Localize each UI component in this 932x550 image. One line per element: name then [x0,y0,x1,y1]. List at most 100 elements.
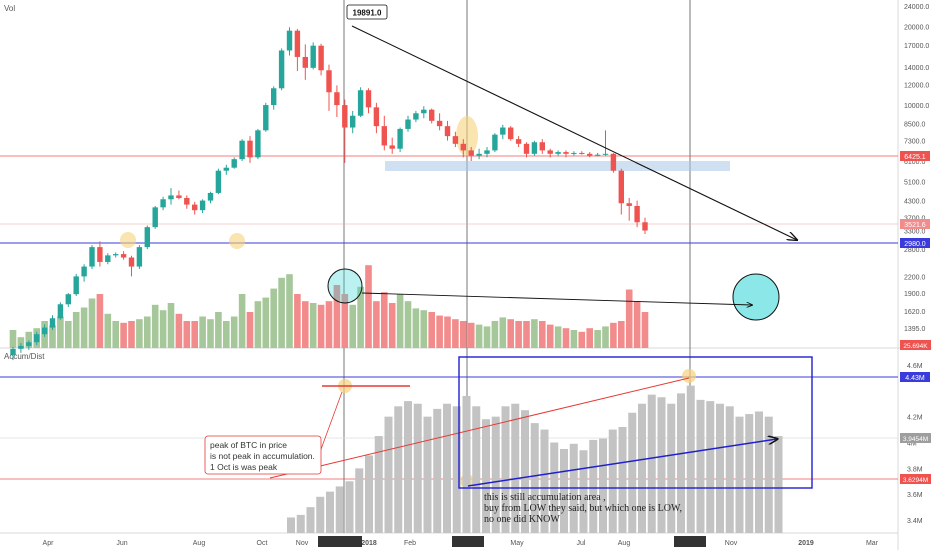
candle-body [41,327,48,335]
accum-dist-bar [452,406,461,533]
ad-tick-label: 3.6M [907,492,923,499]
candle-body [192,204,198,211]
candle [492,133,498,153]
price-tick-label: 1900.0 [904,291,926,298]
candle [610,152,617,173]
candle-body [26,342,32,346]
time-tick-label: Nov [725,540,738,547]
volume-bar [80,307,88,348]
price-tick-label: 5100.0 [904,179,926,186]
accum-dist-bar [306,507,315,533]
candle [176,190,182,200]
candle [144,225,150,250]
candle-body [302,56,308,68]
candle [515,136,522,148]
price-tick-label: 4300.0 [904,199,926,206]
candle-body [18,345,24,349]
volume-compare-arrow [361,292,752,305]
accum-dist-bar [287,517,295,533]
tag-current-text: 3521.6 [904,222,926,229]
candle-body [405,119,411,129]
volume-bar [72,312,80,348]
price-tick-label: 3300.0 [904,229,926,236]
volume-bar [286,274,293,348]
candle [302,44,308,80]
candle-body [579,152,585,154]
candle [34,331,40,345]
candle-body [49,318,56,328]
candle [247,136,253,163]
price-tick-label: 7300.0 [904,139,926,146]
candle-body [57,304,64,319]
candle [160,196,166,211]
volume-bar [373,301,380,348]
candle [500,124,506,140]
candle-body [223,167,229,171]
time-tick-label: Oct [257,540,268,547]
peak-note-line-2: is not peak in accumulation. [210,451,315,461]
candle [18,343,24,353]
accum-dist-bar [540,429,549,533]
peak-note-line-3: 1 Oct is was peak [210,462,278,472]
candle [602,130,609,156]
volume-bar [452,319,459,348]
candle [326,64,332,111]
volume-bar [625,289,633,348]
candle-body [350,115,356,128]
accum-dist-bar [521,410,529,533]
downtrend-arrow [351,25,797,240]
candle [634,200,640,228]
volume-bar [546,324,554,348]
candle-body [160,199,166,208]
tag-ad-current-text: 3.9454M [903,436,928,443]
volume-bar [144,316,151,348]
candle [318,43,324,76]
candle [263,102,269,132]
candle [539,139,545,154]
candle [642,217,648,235]
candle-body [531,142,538,154]
candle-body [634,205,640,223]
volume-bar [618,321,625,348]
candle-body [508,127,514,140]
accum-dist-bar [365,455,373,533]
candle-body [484,150,490,154]
candle [65,292,71,307]
candle [255,128,261,160]
candle-body [215,170,222,193]
accum-note-line-1: this is still accumulation area , [484,492,606,503]
candle-body [152,207,158,228]
candle-body [113,254,119,256]
price-tick-label: 20000.0 [904,25,929,32]
candle-body [239,140,245,160]
candle-body [97,247,103,262]
volume-bar [112,321,119,348]
candle [113,252,119,258]
price-tick-label: 14000.0 [904,65,929,72]
candle-body [452,136,459,144]
volume-bar [539,321,546,348]
candle [41,324,48,337]
volume-bar [523,321,530,348]
candle [413,110,419,123]
accum-dist-bar [345,481,354,533]
accum-dist-bar [560,448,568,533]
volume-bar [357,286,364,348]
accum-dist-bar [316,496,325,533]
candle-body [65,294,71,305]
volume-bar [136,319,143,348]
highlight-ad-oct [682,369,696,383]
candle [594,152,601,157]
date-label-dec [318,536,362,547]
candle [89,245,95,269]
candle-body [294,30,301,57]
candle-body [492,134,498,151]
candle-body [460,143,466,151]
candle-body [365,90,372,108]
candle-body [34,334,40,343]
candle-body [89,247,95,267]
accum-dist-bar [413,403,422,533]
accum-dist-bar [706,401,715,533]
volume-bar [65,321,72,348]
volume-bar [207,319,214,348]
